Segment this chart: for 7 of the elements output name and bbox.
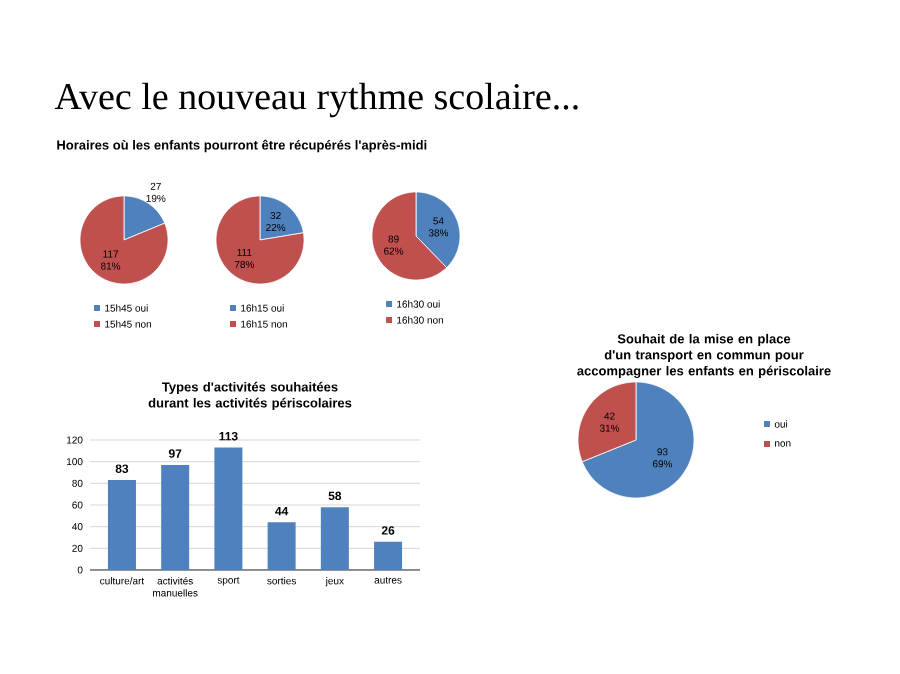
bar xyxy=(214,447,243,570)
bar xyxy=(320,507,349,570)
bar xyxy=(107,480,136,570)
text: Avec le nouveau rythme scolaire... xyxy=(54,82,578,118)
bar xyxy=(267,522,296,570)
bar xyxy=(374,541,403,570)
bar xyxy=(161,464,190,570)
